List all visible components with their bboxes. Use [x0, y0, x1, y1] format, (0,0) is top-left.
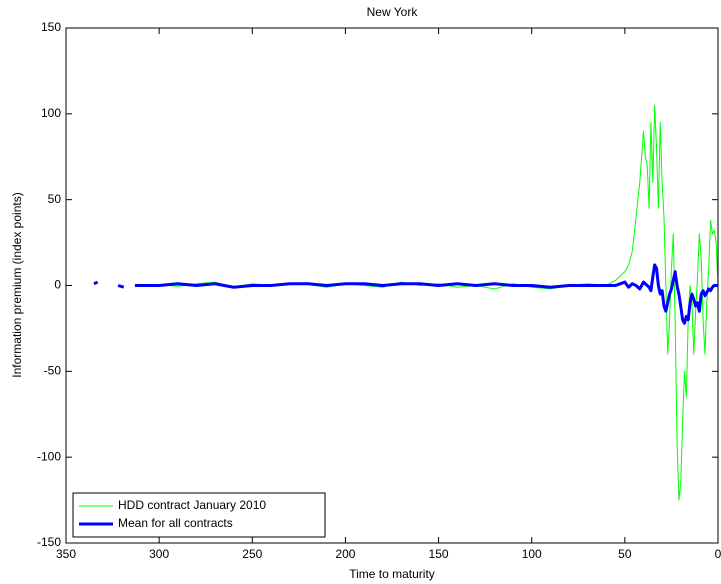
y-tick-label: 150: [41, 20, 61, 34]
x-tick-label: 150: [429, 547, 449, 561]
x-tick-label: 0: [715, 547, 721, 561]
series-line: [93, 263, 718, 325]
y-tick-label: -100: [37, 449, 61, 463]
x-axis-label: Time to maturity: [349, 567, 435, 581]
x-tick-label: 250: [242, 547, 262, 561]
y-axis-label: Information premium (index points): [10, 192, 24, 377]
legend-label: HDD contract January 2010: [118, 498, 266, 512]
y-tick-label: 100: [41, 106, 61, 120]
legend-box: [72, 492, 326, 538]
x-tick-label: 100: [522, 547, 542, 561]
y-tick-label: -150: [37, 535, 61, 549]
x-tick-label: 350: [56, 547, 76, 561]
plot-frame: [65, 27, 719, 544]
series-line: [140, 104, 718, 501]
y-tick-label: 0: [54, 278, 61, 292]
x-tick-label: 50: [618, 547, 632, 561]
y-tick-label: -50: [44, 364, 62, 378]
chart-title: New York: [367, 5, 419, 19]
x-tick-label: 200: [335, 547, 355, 561]
x-tick-label: 300: [149, 547, 169, 561]
legend-label: Mean for all contracts: [118, 516, 233, 530]
y-tick-label: 50: [48, 192, 62, 206]
